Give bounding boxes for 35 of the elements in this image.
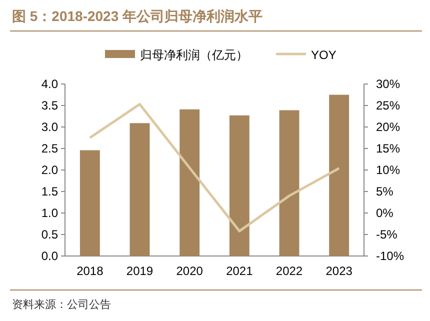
y-tick-label: 0.5 xyxy=(41,228,58,242)
y2-tick-label: 5% xyxy=(376,184,394,198)
line-series xyxy=(88,102,340,232)
text: 资料来源：公司公告 xyxy=(12,298,111,311)
y-tick-label: 3.0 xyxy=(41,120,58,134)
y2-tick-label: 20% xyxy=(376,120,400,134)
y-tick-label: 4.0 xyxy=(41,77,58,91)
x-tick-label: 2019 xyxy=(126,264,154,278)
y-tick-label: 3.5 xyxy=(41,98,58,112)
bar xyxy=(229,115,250,256)
y-tick-label: 1.0 xyxy=(41,206,58,220)
y2-tick-label: 10% xyxy=(376,163,400,177)
chart-title: 图 5：2018-2023 年公司归母净利润水平 xyxy=(12,8,263,24)
y2-tick-label: -10% xyxy=(376,249,404,263)
x-tick-label: 2022 xyxy=(276,264,303,278)
y2-tick-label: -5% xyxy=(376,228,398,242)
x-tick-label: 2021 xyxy=(226,264,254,278)
x-tick-label: 2018 xyxy=(76,264,104,278)
y-tick-label: 1.5 xyxy=(41,184,58,198)
bar xyxy=(279,110,300,256)
y2-tick-label: 15% xyxy=(376,142,400,156)
legend-label: YOY xyxy=(311,48,336,62)
legend-label: 归母净利润（亿元） xyxy=(140,48,248,62)
y-tick-label: 0.0 xyxy=(41,249,58,263)
bar xyxy=(180,109,200,256)
y-tick-label: 2.0 xyxy=(41,163,58,177)
bar xyxy=(130,123,150,256)
y2-tick-label: 25% xyxy=(376,98,400,112)
y2-tick-label: 30% xyxy=(376,77,400,91)
x-tick-label: 2020 xyxy=(176,264,204,278)
bar xyxy=(80,150,100,256)
y-tick-label: 2.5 xyxy=(41,142,58,156)
y2-tick-label: 0% xyxy=(376,206,394,220)
x-tick-label: 2023 xyxy=(326,264,353,278)
bar xyxy=(329,94,350,256)
